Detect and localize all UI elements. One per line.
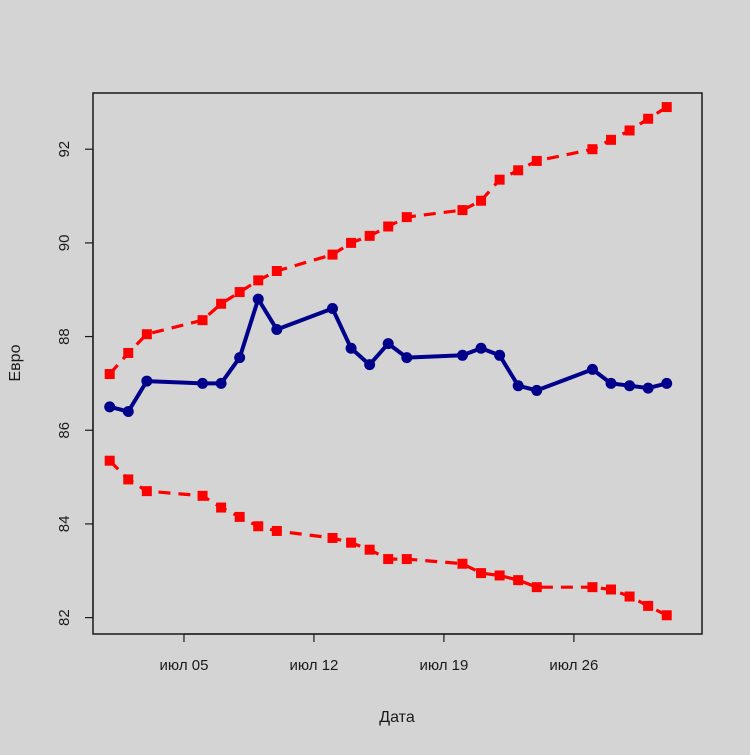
y-axis-label: Евро: [7, 344, 24, 381]
data-point-main: [494, 349, 506, 361]
x-tick-label: июл 26: [549, 657, 598, 674]
data-point-main: [642, 382, 654, 394]
x-axis-label: Дата: [379, 709, 415, 726]
data-point-main: [122, 406, 134, 418]
data-point-lower: [457, 558, 468, 569]
y-axis: 82 84 86 88 90 92: [56, 141, 94, 626]
data-point-upper: [624, 125, 635, 136]
x-axis: июл 05 июл 12 июл 19 июл 26: [160, 633, 598, 674]
data-point-lower: [606, 584, 617, 595]
data-point-main: [661, 377, 673, 389]
data-point-lower: [643, 600, 654, 611]
data-point-main: [327, 302, 339, 314]
data-point-main: [104, 401, 116, 413]
data-point-main: [456, 349, 468, 361]
data-point-upper: [123, 347, 134, 358]
data-point-upper: [104, 369, 115, 380]
data-point-upper: [401, 212, 412, 223]
data-point-lower: [661, 610, 672, 621]
data-point-upper: [216, 298, 227, 309]
data-point-upper: [476, 195, 487, 206]
data-point-main: [401, 352, 413, 364]
data-point-main: [364, 359, 376, 371]
data-point-upper: [457, 205, 468, 216]
data-point-upper: [327, 249, 338, 260]
data-point-upper: [513, 165, 524, 176]
series-layer: [104, 102, 673, 621]
data-point-lower: [383, 554, 394, 565]
data-point-upper: [234, 287, 245, 298]
data-point-lower: [123, 474, 134, 485]
data-point-lower: [141, 486, 152, 497]
data-point-lower: [346, 537, 357, 548]
data-point-upper: [141, 329, 152, 340]
data-point-main: [531, 384, 543, 396]
data-point-upper: [643, 113, 654, 124]
data-point-main: [624, 380, 636, 392]
data-point-upper: [494, 174, 505, 185]
data-point-upper: [383, 221, 394, 232]
data-point-lower: [104, 455, 115, 466]
data-point-upper: [253, 275, 264, 286]
data-point-main: [512, 380, 524, 392]
data-point-main: [586, 363, 598, 375]
data-point-lower: [253, 521, 264, 532]
data-point-upper: [606, 134, 617, 145]
data-point-lower: [234, 511, 245, 522]
data-point-lower: [401, 554, 412, 565]
data-point-main: [215, 377, 227, 389]
y-tick-label: 88: [56, 328, 73, 345]
data-point-main: [141, 375, 153, 387]
data-point-lower: [494, 570, 505, 581]
data-point-lower: [327, 532, 338, 543]
data-point-upper: [364, 230, 375, 241]
data-point-main: [197, 377, 209, 389]
data-point-upper: [531, 155, 542, 166]
data-point-upper: [587, 144, 598, 155]
y-tick-label: 90: [56, 235, 73, 252]
data-point-main: [234, 352, 246, 364]
data-point-lower: [513, 575, 524, 586]
data-point-upper: [271, 265, 282, 276]
data-point-lower: [476, 568, 487, 579]
data-point-lower: [624, 591, 635, 602]
data-point-main: [252, 293, 264, 305]
data-point-upper: [661, 102, 672, 113]
data-point-lower: [216, 502, 227, 513]
data-point-main: [382, 338, 394, 350]
y-tick-label: 84: [56, 516, 73, 533]
data-point-lower: [364, 544, 375, 555]
data-point-main: [345, 342, 357, 354]
data-point-lower: [531, 582, 542, 593]
data-point-main: [475, 342, 487, 354]
y-tick-label: 82: [56, 609, 73, 626]
data-point-main: [271, 324, 283, 336]
data-point-upper: [197, 315, 208, 326]
x-tick-label: июл 05: [160, 657, 209, 674]
data-point-upper: [346, 237, 357, 248]
data-point-lower: [197, 490, 208, 501]
data-point-lower: [271, 525, 282, 536]
data-point-lower: [587, 582, 598, 593]
x-tick-label: июл 12: [289, 657, 338, 674]
y-tick-label: 92: [56, 141, 73, 158]
y-tick-label: 86: [56, 422, 73, 439]
x-tick-label: июл 19: [419, 657, 468, 674]
data-point-main: [605, 377, 617, 389]
